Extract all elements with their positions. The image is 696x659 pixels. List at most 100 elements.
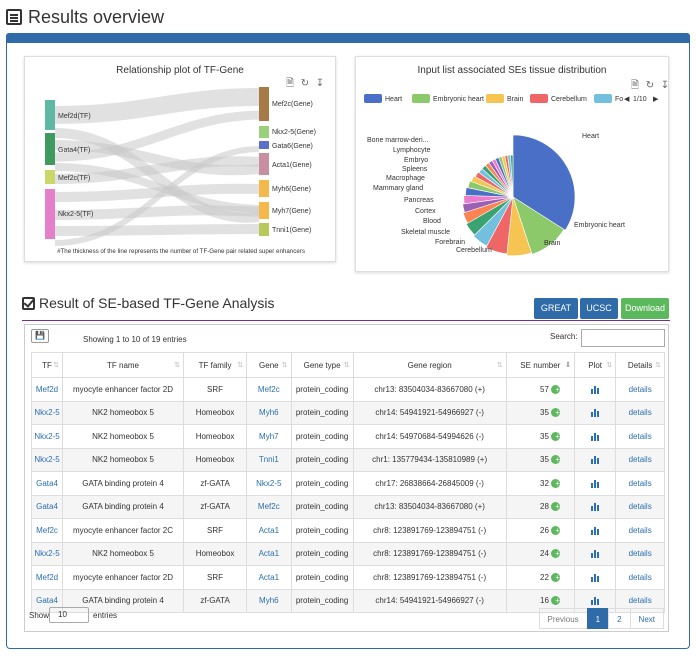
cell-tf-text[interactable]: Gata4 <box>36 478 58 488</box>
pie-slice[interactable] <box>512 196 565 255</box>
cell-tf-text[interactable]: Mef2d <box>35 572 59 582</box>
cell-details-text[interactable]: details <box>628 384 652 394</box>
cell-plot[interactable] <box>573 424 617 449</box>
bar-chart-icon[interactable] <box>590 503 600 512</box>
pie-slice[interactable] <box>512 134 576 231</box>
cell-gene[interactable]: Acta1 <box>246 565 292 590</box>
cell-details[interactable]: details <box>615 447 665 472</box>
cell-details[interactable]: details <box>615 377 665 402</box>
col-tf[interactable]: TF ⇅ <box>30 352 64 378</box>
expand-plus-icon[interactable]: + <box>550 525 560 535</box>
cell-details[interactable]: details <box>615 471 665 496</box>
cell-tf-text[interactable]: Nkx2-5 <box>34 408 60 418</box>
expand-plus-icon[interactable]: + <box>550 431 560 441</box>
col-tf-family[interactable]: TF family ⇅ <box>183 352 248 378</box>
bar-chart-icon[interactable] <box>590 550 600 559</box>
cell-tf[interactable]: Mef2d <box>30 377 64 402</box>
cell-tf[interactable]: Gata4 <box>30 588 64 613</box>
legend-next-arrow[interactable]: ▶ <box>653 96 659 103</box>
bar-chart-icon[interactable] <box>590 456 600 465</box>
cell-gene[interactable]: Mef2c <box>246 494 292 519</box>
expand-plus-icon[interactable]: + <box>550 572 560 582</box>
cell-tf[interactable]: Nkx2-5 <box>30 541 64 566</box>
cell-tf[interactable]: Nkx2-5 <box>30 447 64 472</box>
cell-tf[interactable]: Mef2c <box>30 518 64 543</box>
cell-plot[interactable] <box>573 565 617 590</box>
cell-gene[interactable]: Acta1 <box>246 518 292 543</box>
cell-details-text[interactable]: details <box>628 431 652 441</box>
previous-button[interactable]: Previous <box>538 608 588 629</box>
bar-chart-icon[interactable] <box>590 409 600 418</box>
cell-plot[interactable] <box>573 400 617 425</box>
cell-gene[interactable]: Myh7 <box>246 424 292 449</box>
restore-icon[interactable]: ↻ <box>300 78 310 89</box>
page-size-select[interactable]: 10 <box>49 607 89 623</box>
cell-gene-text[interactable]: Myh6 <box>259 596 279 606</box>
cell-plot[interactable] <box>573 471 617 496</box>
pie-slice[interactable] <box>463 195 514 205</box>
cell-tf[interactable]: Gata4 <box>30 471 64 496</box>
col-tf-name[interactable]: TF name ⇅ <box>62 352 185 378</box>
cell-gene-text[interactable]: Acta1 <box>258 572 280 582</box>
cell-gene-text[interactable]: Myh7 <box>259 431 279 441</box>
cell-tf-text[interactable]: Gata4 <box>36 596 58 606</box>
cell-gene[interactable]: Myh6 <box>246 588 292 613</box>
download-button[interactable]: Download <box>621 298 669 319</box>
legend-page-arrows[interactable]: ◀ <box>624 96 630 103</box>
cell-gene-text[interactable]: Acta1 <box>258 525 280 535</box>
expand-plus-icon[interactable]: + <box>550 384 560 394</box>
search-input[interactable] <box>581 329 665 347</box>
data-view-icon[interactable]: 🗎 <box>630 80 640 91</box>
pie-slice[interactable] <box>474 171 514 198</box>
cell-details-text[interactable]: details <box>628 572 652 582</box>
cell-tf[interactable]: Nkx2-5 <box>30 424 64 449</box>
cell-plot[interactable] <box>573 447 617 472</box>
cell-tf[interactable]: Gata4 <box>30 494 64 519</box>
col-gene-region[interactable]: Gene region ⇅ <box>352 352 507 378</box>
bar-chart-icon[interactable] <box>590 597 600 606</box>
restore-icon[interactable]: ↻ <box>645 80 655 91</box>
expand-plus-icon[interactable]: + <box>550 549 560 559</box>
bar-chart-icon[interactable] <box>590 526 600 535</box>
cell-tf-text[interactable]: Gata4 <box>36 502 58 512</box>
cell-details[interactable]: details <box>615 565 665 590</box>
bar-chart-icon[interactable] <box>590 385 600 394</box>
col-se-number[interactable]: SE number ⇩ <box>505 352 575 378</box>
cell-gene-text[interactable]: Acta1 <box>258 549 280 559</box>
cell-details[interactable]: details <box>615 518 665 543</box>
col-gene[interactable]: Gene ⇅ <box>246 352 292 378</box>
save-icon[interactable]: 💾 <box>31 329 49 343</box>
cell-gene[interactable]: Mef2c <box>246 377 292 402</box>
cell-details-text[interactable]: details <box>628 408 652 418</box>
cell-gene-text[interactable]: Nkx2-5 <box>256 478 282 488</box>
cell-gene-text[interactable]: Mef2c <box>257 502 280 512</box>
cell-details-text[interactable]: details <box>628 549 652 559</box>
cell-details[interactable]: details <box>615 541 665 566</box>
col-plot[interactable]: Plot ⇅ <box>573 352 617 378</box>
cell-tf[interactable]: Nkx2-5 <box>30 400 64 425</box>
expand-plus-icon[interactable]: + <box>550 455 560 465</box>
cell-details-text[interactable]: details <box>628 596 652 606</box>
cell-plot[interactable] <box>573 377 617 402</box>
cell-plot[interactable] <box>573 541 617 566</box>
bar-chart-icon[interactable] <box>590 573 600 582</box>
page-1-button[interactable]: 1 <box>586 608 610 629</box>
bar-chart-icon[interactable] <box>590 432 600 441</box>
pie-slice[interactable] <box>473 196 514 247</box>
download-icon[interactable]: ↧ <box>660 80 670 91</box>
cell-gene[interactable]: Nkx2-5 <box>246 471 292 496</box>
cell-tf-text[interactable]: Nkx2-5 <box>34 431 60 441</box>
cell-gene-text[interactable]: Mef2c <box>257 384 280 394</box>
pie-slice[interactable] <box>510 154 514 198</box>
download-icon[interactable]: ↧ <box>315 78 325 89</box>
col-gene-type[interactable]: Gene type ⇅ <box>290 352 354 378</box>
cell-gene[interactable]: Tnni1 <box>246 447 292 472</box>
cell-tf-text[interactable]: Nkx2-5 <box>34 549 60 559</box>
cell-tf[interactable]: Mef2d <box>30 565 64 590</box>
cell-details-text[interactable]: details <box>628 525 652 535</box>
cell-tf-text[interactable]: Mef2c <box>36 525 58 535</box>
cell-details[interactable]: details <box>615 494 665 519</box>
cell-gene-text[interactable]: Tnni1 <box>258 455 279 465</box>
cell-gene[interactable]: Acta1 <box>246 541 292 566</box>
expand-plus-icon[interactable]: + <box>550 478 560 488</box>
